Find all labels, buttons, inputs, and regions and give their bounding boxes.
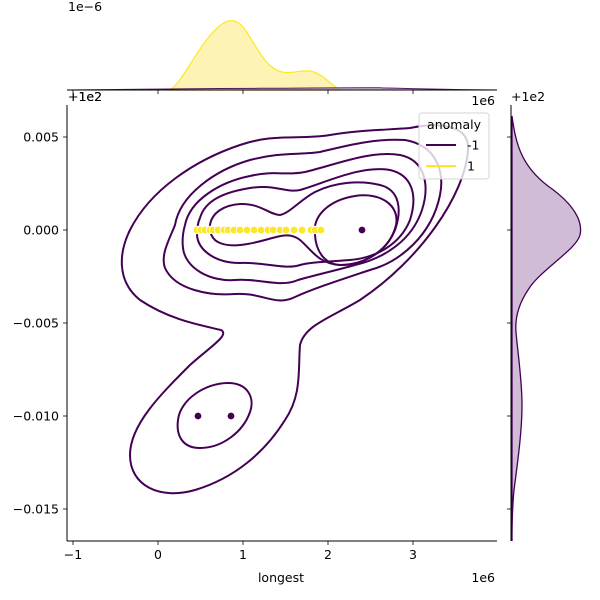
x-tick-label: 0 (154, 547, 162, 562)
legend-label-1: 1 (467, 159, 475, 174)
scatter-anomaly-1 (192, 225, 326, 235)
kde-contour-2 (162, 138, 443, 302)
top-marginal-plot: 1e−6 +1e2 1e6 (66, 0, 498, 108)
right-marginal-kde-anomaly-neg1 (511, 115, 582, 542)
x-offset-text: 1e6 (471, 93, 495, 108)
top-marginal-kde-anomaly-1 (168, 20, 343, 91)
y-tick-label: −0.015 (13, 502, 59, 517)
legend-label-neg1: -1 (467, 138, 479, 153)
legend-title: anomaly (427, 117, 482, 132)
y-tick-label: −0.010 (13, 409, 59, 424)
right-marginal-offset-text: +1e2 (511, 89, 545, 104)
kde-contour-4 (195, 168, 415, 268)
kde-contour-3 (181, 153, 427, 285)
y-axis-ticks: 0.005 0.000 −0.005 −0.010 −0.015 (13, 130, 67, 517)
x-tick-label: 2 (324, 547, 332, 562)
kde-contour-6 (313, 194, 398, 267)
legend: anomaly -1 1 (418, 112, 490, 180)
x-axis-ticks: −1 0 1 2 3 (64, 541, 417, 562)
kde-contour-1 (120, 124, 470, 495)
scatter-anomaly-neg1 (193, 225, 367, 421)
kde-contours (120, 124, 470, 495)
top-marginal-scale-text: 1e−6 (68, 0, 102, 14)
x-tick-label: 1 (239, 547, 247, 562)
x-axis-label: longest (258, 570, 304, 585)
right-marginal-plot: +1e2 (507, 89, 582, 542)
x-tick-label: 3 (409, 547, 417, 562)
y-tick-label: 0.005 (23, 130, 59, 145)
x-offset-text-bottom: 1e6 (471, 570, 495, 585)
y-offset-text: +1e2 (68, 89, 102, 104)
x-tick-label: −1 (64, 547, 82, 562)
kde-contour-lower (176, 381, 253, 450)
y-tick-label: 0.000 (23, 223, 59, 238)
top-marginal-offset-text: +1e2 (68, 89, 102, 104)
main-plot: +1e2 (13, 89, 497, 585)
y-tick-label: −0.005 (13, 316, 59, 331)
top-marginal-kde-anomaly-neg1 (66, 87, 498, 91)
